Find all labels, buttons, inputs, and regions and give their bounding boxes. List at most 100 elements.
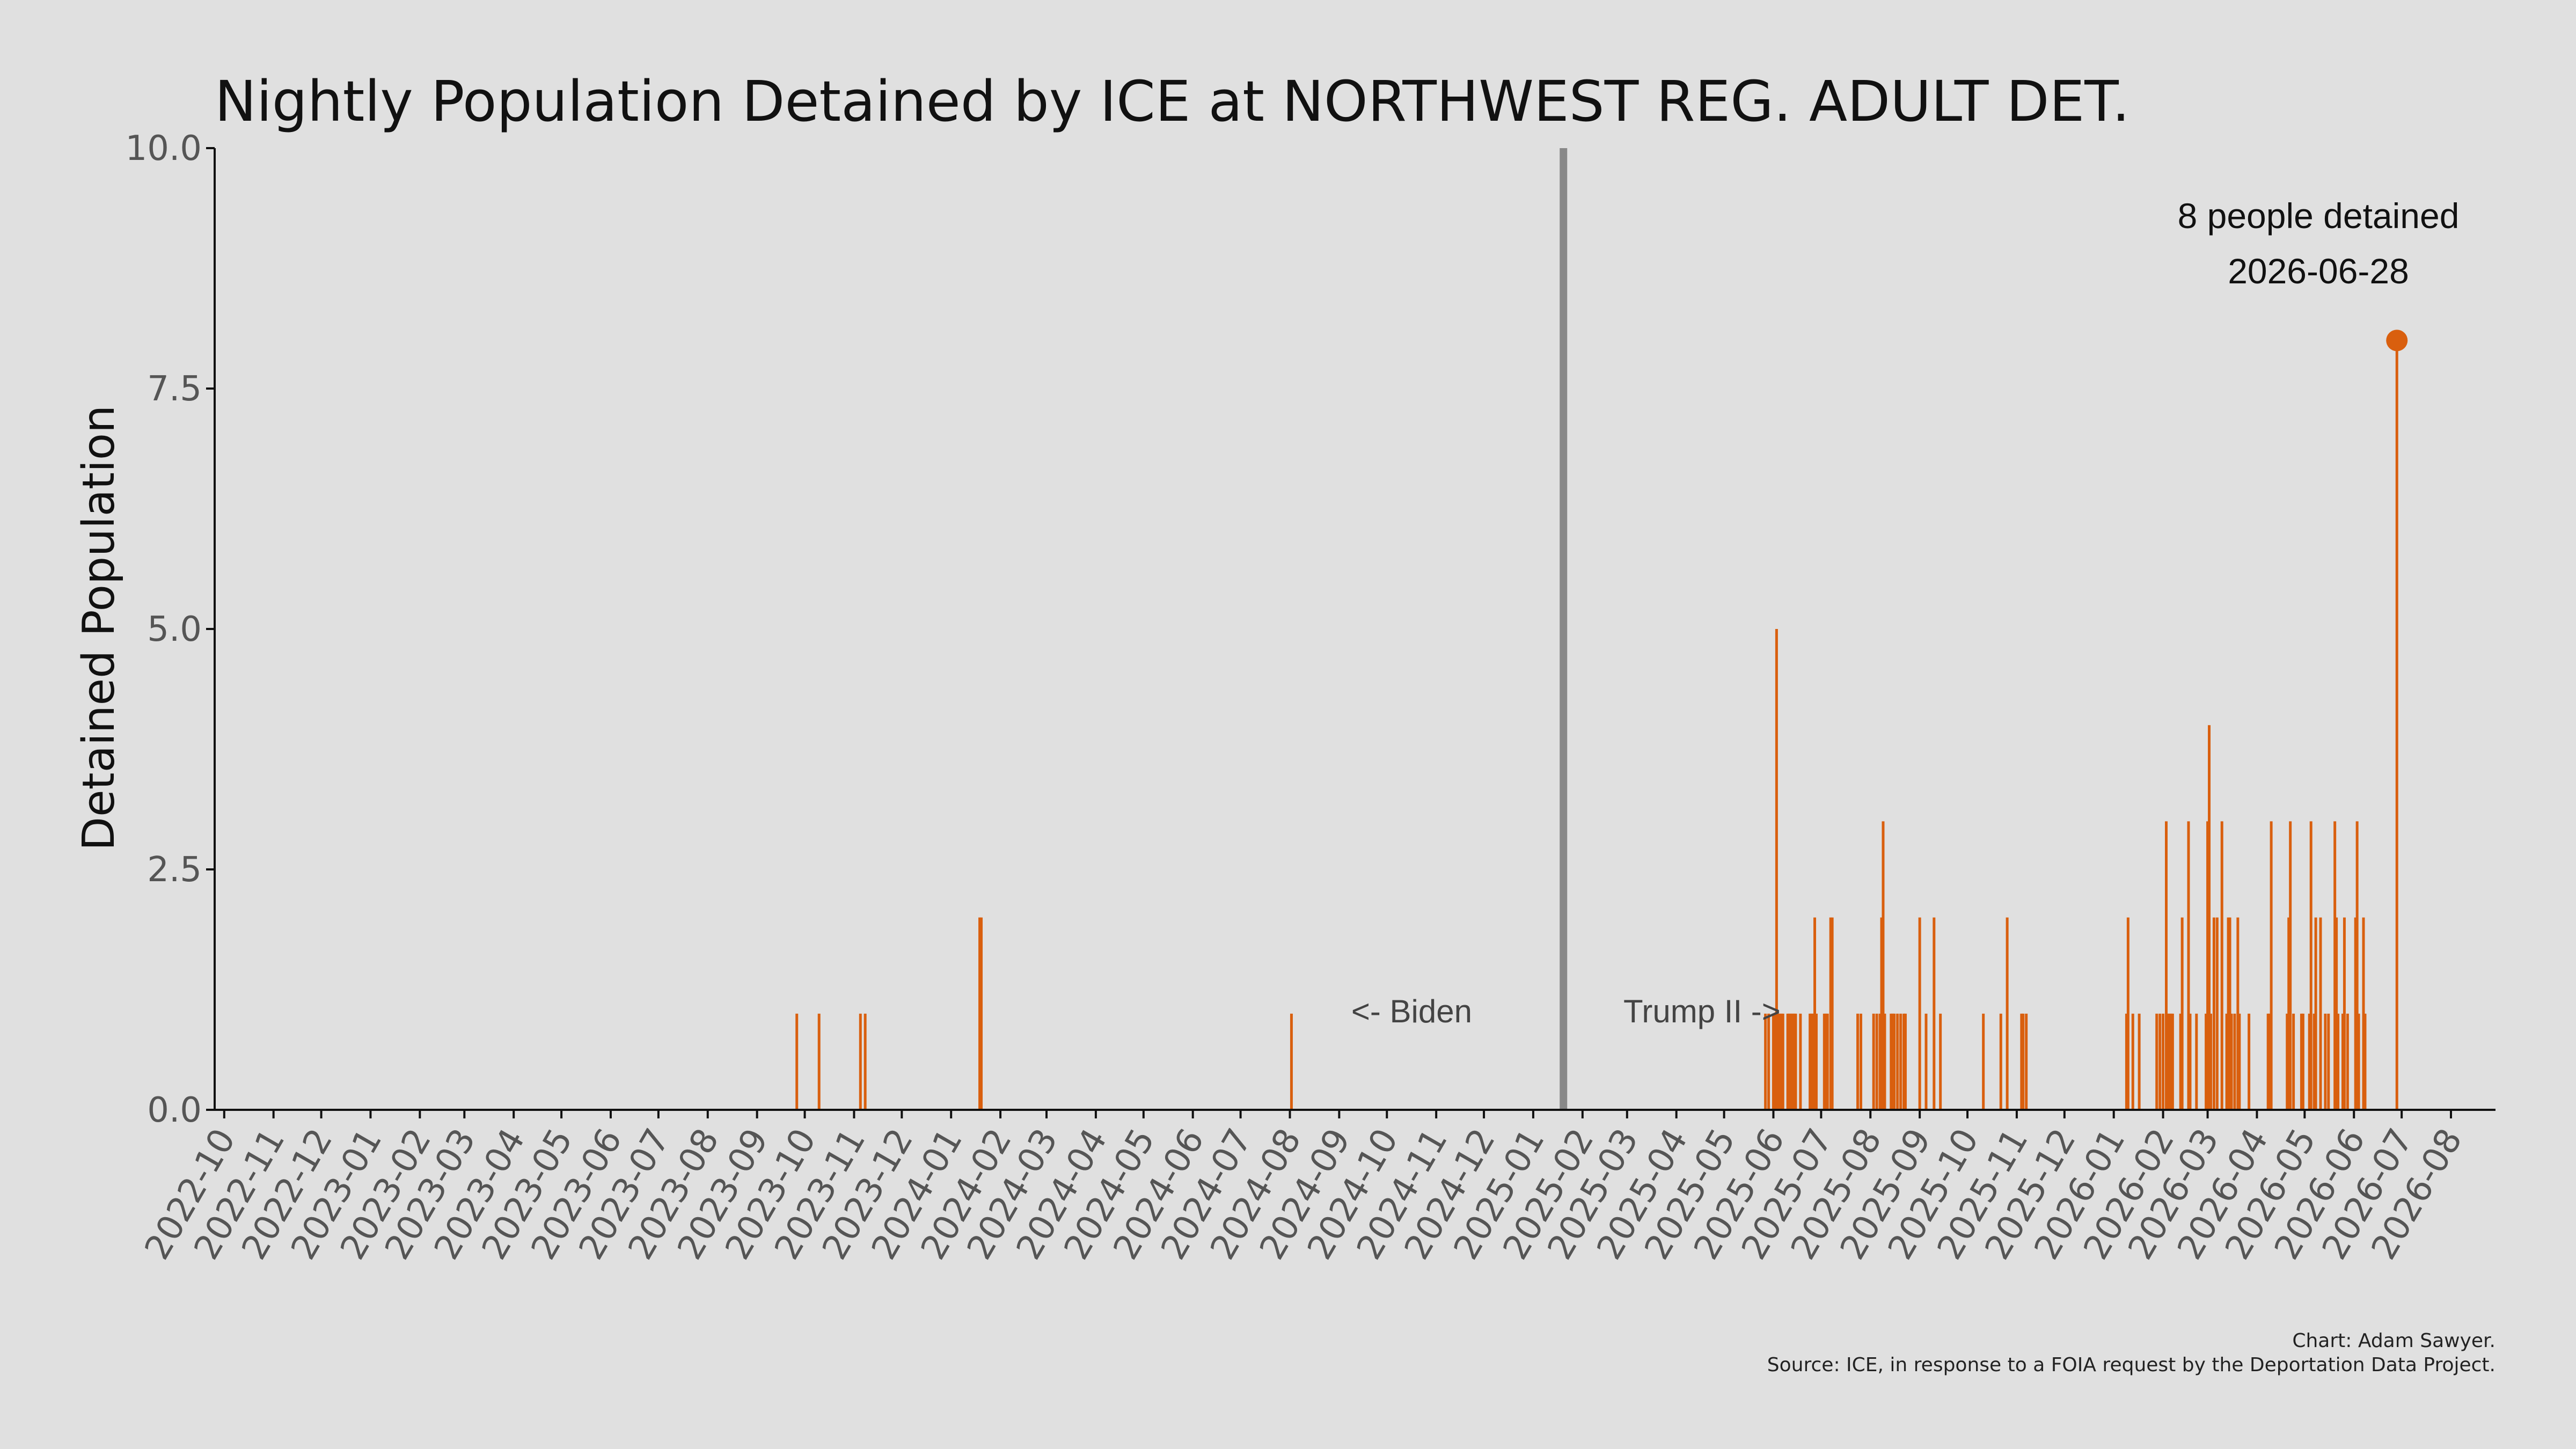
data-bar (2314, 917, 2317, 1110)
data-bar (2208, 725, 2211, 1110)
data-bar (1778, 1013, 1781, 1110)
data-bar (1776, 1013, 1780, 1110)
data-bar (1904, 1013, 1907, 1110)
data-bar (1788, 1013, 1791, 1110)
data-bar (2155, 1013, 2158, 1110)
trump-annotation: Trump II -> (1623, 993, 1781, 1029)
data-bar (2355, 821, 2359, 1110)
data-bar (2209, 1013, 2212, 1110)
data-bar (2125, 1013, 2128, 1110)
data-bar (2319, 917, 2322, 1110)
data-bar (2020, 1013, 2023, 1110)
data-bar (2301, 1013, 2304, 1110)
data-bar (817, 1013, 821, 1110)
data-bars (795, 340, 2398, 1110)
data-bar (2343, 917, 2346, 1110)
data-bar (1791, 1013, 1794, 1110)
data-bar (1814, 1013, 1818, 1110)
data-bar (2309, 821, 2312, 1110)
data-bar (2270, 821, 2273, 1110)
data-bar (1999, 1013, 2002, 1110)
data-bar (1856, 1013, 1860, 1110)
data-bar (2236, 917, 2240, 1110)
data-bar (2230, 1013, 2233, 1110)
data-bar (1786, 1013, 1789, 1110)
data-bar (1982, 1013, 1985, 1110)
data-bar (2166, 1013, 2169, 1110)
data-bar (2286, 1013, 2289, 1110)
data-bar (2287, 917, 2290, 1110)
data-bar (1902, 1013, 1905, 1110)
credit-line-2: Source: ICE, in response to a FOIA reque… (1767, 1354, 2496, 1376)
data-bar (2233, 1013, 2236, 1110)
x-axis-ticks: 2022-102022-112022-122023-012023-022023-… (137, 1110, 2470, 1267)
data-bar (859, 1013, 862, 1110)
data-bar (1775, 629, 1778, 1110)
data-bar (2179, 1013, 2182, 1110)
data-bar (2312, 1013, 2316, 1110)
data-bar (1812, 1013, 1815, 1110)
data-bar (1875, 1013, 1878, 1110)
data-bar (2341, 1013, 2344, 1110)
data-bar (2289, 821, 2292, 1110)
data-bar (1792, 1013, 1796, 1110)
data-bar (1899, 1013, 1902, 1110)
data-bar (2335, 917, 2338, 1110)
data-bar (863, 1013, 867, 1110)
peak-label: 8 people detained (2178, 196, 2460, 236)
y-tick-label: 7.5 (147, 369, 202, 409)
data-bar (2268, 1013, 2271, 1110)
data-bar (1780, 1013, 1783, 1110)
data-bar (1896, 1013, 1899, 1110)
data-bar (2187, 821, 2190, 1110)
data-bar (2165, 821, 2168, 1110)
y-tick-label: 0.0 (147, 1091, 202, 1130)
data-bar (1764, 1013, 1767, 1110)
data-bar (1891, 1013, 1894, 1110)
y-tick-label: 10.0 (126, 129, 202, 169)
data-bar (2205, 1013, 2208, 1110)
data-bar (2225, 1013, 2228, 1110)
data-bar (2362, 917, 2365, 1110)
data-bar (1872, 1013, 1875, 1110)
data-bar (2266, 1013, 2270, 1110)
chart-title: Nightly Population Detained by ICE at NO… (215, 69, 2130, 134)
data-bar (1883, 1013, 1886, 1110)
data-bar (1893, 1013, 1896, 1110)
data-bar (2158, 1013, 2162, 1110)
data-bar (1933, 917, 1936, 1110)
data-bar (1823, 1013, 1826, 1110)
data-bar (2180, 917, 2184, 1110)
data-bar (1939, 1013, 1942, 1110)
data-bar (1878, 1013, 1882, 1110)
data-bar (2126, 917, 2129, 1110)
data-bar (2169, 1013, 2172, 1110)
y-axis-ticks: 0.0 2.5 5.0 7.5 10.0 (126, 129, 215, 1130)
data-bar (980, 917, 983, 1110)
data-bar (2171, 1013, 2174, 1110)
data-bar (2238, 1013, 2241, 1110)
data-bar (1824, 1013, 1827, 1110)
data-bar (1829, 917, 1832, 1110)
data-bar (1799, 1013, 1802, 1110)
data-bar (1809, 1013, 1812, 1110)
data-bar (2025, 1013, 2028, 1110)
y-tick-label: 2.5 (147, 850, 202, 890)
data-bar (978, 917, 982, 1110)
data-bar (2395, 340, 2398, 1110)
data-bar (2333, 821, 2337, 1110)
data-bar (1890, 1013, 1893, 1110)
data-bar (1773, 1013, 1776, 1110)
peak-marker (2386, 330, 2408, 352)
data-bar (1767, 1013, 1770, 1110)
data-bar (1290, 1013, 1293, 1110)
data-bar (2337, 1013, 2340, 1110)
data-bar (2212, 917, 2215, 1110)
data-bar (1826, 1013, 1829, 1110)
data-bar (2195, 1013, 2198, 1110)
data-bar (1880, 917, 1883, 1110)
data-bar (2308, 1013, 2311, 1110)
credit-line-1: Chart: Adam Sawyer. (2292, 1330, 2496, 1352)
data-bar (1813, 917, 1817, 1110)
